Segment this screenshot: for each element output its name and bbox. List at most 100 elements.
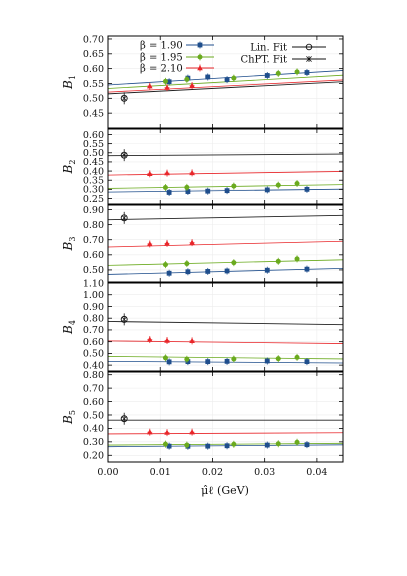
y-tick-label: 0.50 <box>83 410 104 421</box>
data-point-beta210 <box>146 82 153 90</box>
data-point-beta190 <box>166 358 172 366</box>
star-marker <box>121 215 127 221</box>
legend-marker-beta195 <box>197 53 203 61</box>
y-tick-label: 0.30 <box>83 437 104 448</box>
star-marker <box>121 316 127 323</box>
data-point-beta195 <box>162 184 168 192</box>
y-tick-label: 0.50 <box>83 349 104 360</box>
data-point-beta195 <box>294 68 300 76</box>
data-point-beta190 <box>304 265 310 273</box>
y-tick-label: 0.40 <box>83 166 104 177</box>
y-tick-label: 0.35 <box>83 176 104 187</box>
y-tick-label: 0.90 <box>83 302 104 313</box>
star-marker <box>121 416 127 422</box>
data-point-beta210 <box>164 239 170 247</box>
triangle-marker <box>189 82 195 88</box>
x-tick-label: 0.04 <box>306 467 327 478</box>
data-point-beta190 <box>304 185 310 193</box>
triangle-marker <box>164 170 170 176</box>
y-tick-label: 0.70 <box>83 325 104 336</box>
global-fit-line <box>107 153 344 157</box>
fit-line-beta210 <box>107 240 344 248</box>
data-point-beta195 <box>184 75 190 83</box>
data-point-beta210 <box>164 429 170 437</box>
open-circle-marker <box>120 151 128 159</box>
data-point-beta190 <box>304 69 310 77</box>
extrapolated-point <box>120 313 128 326</box>
legend-star-marker <box>306 56 312 62</box>
panel-b4: 0.400.500.600.700.800.901.001.10 B4 <box>61 278 344 372</box>
legend-label-beta190: β = 1.90 <box>140 41 183 52</box>
y-tick-label: 0.45 <box>83 108 104 119</box>
data-point-beta190 <box>205 358 211 366</box>
extrapolated-point <box>120 412 128 425</box>
fit-line-beta210 <box>107 79 344 93</box>
y-axis-label: B4 <box>61 320 77 335</box>
data-point-beta195 <box>294 438 300 446</box>
panel-frame <box>107 204 344 283</box>
data-point-beta210 <box>189 239 195 247</box>
data-point-beta195 <box>231 355 237 363</box>
circle-marker <box>197 54 203 60</box>
data-point-beta195 <box>275 355 281 363</box>
star-marker <box>121 95 127 101</box>
y-tick-label: 0.70 <box>83 34 104 45</box>
panel-frame <box>107 371 344 463</box>
y-tick-label: 0.60 <box>83 250 104 261</box>
panel-frame <box>107 282 344 372</box>
extrapolated-point <box>120 149 128 162</box>
y-tick-label: 0.60 <box>83 397 104 408</box>
data-point-beta190 <box>205 267 211 275</box>
star-marker <box>121 152 127 158</box>
triangle-marker <box>197 65 203 71</box>
fit-line-beta210 <box>107 171 344 176</box>
y-tick-label: 0.80 <box>83 314 104 325</box>
open-circle-marker <box>120 214 128 222</box>
x-tick-label: 0.03 <box>254 467 275 478</box>
y-tick-label: 0.40 <box>83 424 104 435</box>
data-point-beta210 <box>189 428 195 436</box>
panel-b5: 0.20 0.30 0.40 0.50 0.60 0.70 0.80 B5 <box>61 370 344 463</box>
panel-frame <box>107 35 344 129</box>
y-tick-label: 0.50 <box>83 148 104 159</box>
data-point-beta195 <box>294 353 300 361</box>
data-point-beta190 <box>205 442 211 450</box>
y-tick-label: 0.25 <box>83 194 104 205</box>
triangle-marker <box>189 337 195 344</box>
legend-marker-beta210 <box>197 64 203 72</box>
triangle-marker <box>146 170 153 177</box>
x-tick-label: 0.00 <box>97 467 118 478</box>
legend-marker-beta190 <box>197 41 203 49</box>
data-point-beta195 <box>231 74 237 82</box>
data-point-beta210 <box>146 336 153 344</box>
panel-b2: 0.250.300.350.400.450.500.550.60 B2 <box>61 128 344 205</box>
data-point-beta195 <box>275 181 281 189</box>
y-tick-label: 0.60 <box>83 130 104 141</box>
legend-open-circle-marker <box>305 43 313 51</box>
data-point-beta190 <box>166 269 172 277</box>
data-point-beta195 <box>162 354 168 362</box>
data-point-beta190 <box>185 268 191 276</box>
x-axis-tick-labels: 0.00 0.01 0.02 0.03 0.04 <box>97 467 327 478</box>
y-tick-label: 0.50 <box>83 265 104 276</box>
extrapolated-point <box>120 92 128 105</box>
fit-line-beta195 <box>107 259 344 266</box>
data-point-beta190 <box>264 441 270 449</box>
y-tick-label: 1.10 <box>83 278 104 289</box>
y-tick-label: 0.80 <box>83 220 104 231</box>
data-point-beta210 <box>164 84 170 92</box>
legend-label-linfit: Lin. Fit <box>250 43 287 54</box>
data-point-beta195 <box>184 260 190 268</box>
y-tick-label: 0.40 <box>83 360 104 371</box>
y-tick-label: 0.70 <box>83 383 104 394</box>
data-point-beta210 <box>146 240 153 248</box>
triangle-marker <box>189 239 195 245</box>
data-point-beta195 <box>294 255 300 263</box>
data-point-beta210 <box>189 337 195 345</box>
triangle-marker <box>189 429 195 435</box>
y-axis-label: B2 <box>61 160 77 175</box>
y-tick-label: 1.00 <box>83 290 104 301</box>
triangle-marker <box>164 240 170 246</box>
x-axis-label: μ̂ℓ (GeV) <box>201 484 249 497</box>
